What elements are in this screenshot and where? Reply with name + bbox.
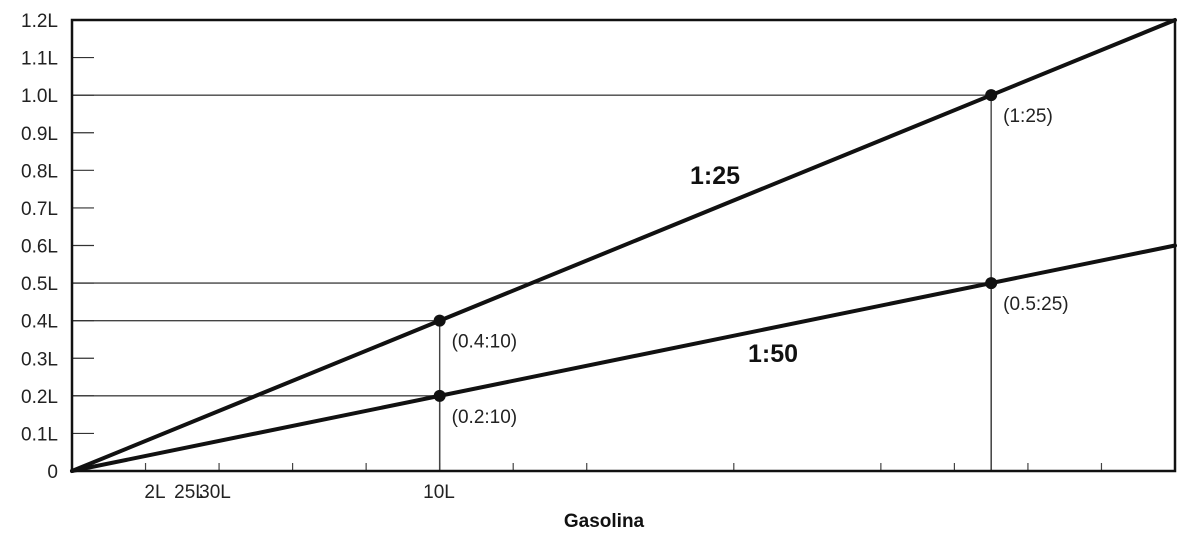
x-axis-title: Gasolina (564, 511, 645, 532)
x-tick-label: 25L (174, 482, 206, 503)
data-points: (0.4:10) (0.2:10) (1:25) (0.5:25) (433, 89, 1069, 428)
y-tick-label: 1.2L (21, 11, 58, 32)
y-tick-label: 0.8L (21, 161, 58, 182)
axis-ticks (72, 56, 1103, 471)
x-tick-label: 30L (199, 482, 231, 503)
data-point-label: (0.5:25) (1003, 294, 1068, 315)
data-point-label: (0.4:10) (452, 332, 517, 353)
series-line-1-50 (70, 243, 1177, 473)
data-point (433, 314, 446, 327)
data-point (433, 389, 446, 402)
y-tick-label: 0 (47, 462, 58, 483)
y-tick-label: 0.6L (21, 237, 58, 258)
y-tick-label: 0.2L (21, 387, 58, 408)
data-point (985, 89, 998, 102)
y-tick-label: 0.3L (21, 349, 58, 370)
data-point-label: (1:25) (1003, 106, 1053, 127)
y-tick-label: 0.7L (21, 199, 58, 220)
y-tick-label: 0.1L (21, 424, 58, 445)
x-tick-label: 2L (144, 482, 165, 503)
series-line-1-25 (70, 18, 1177, 473)
y-tick-label: 1.0L (21, 86, 58, 107)
series-label-1-50: 1:50 (748, 340, 798, 368)
x-tick-label: 10L (423, 482, 455, 503)
series-label-1-25: 1:25 (690, 162, 740, 190)
data-point (985, 277, 998, 290)
y-tick-label: 0.4L (21, 312, 58, 333)
y-tick-label: 0.9L (21, 124, 58, 145)
y-tick-label: 0.5L (21, 274, 58, 295)
data-point-label: (0.2:10) (452, 407, 517, 428)
y-tick-label: 1.1L (21, 49, 58, 70)
y-tick-labels: 0 0.1L 0.2L 0.3L 0.4L 0.5L 0.6L 0.7L 0.8L 0.9L 1.0… (21, 11, 58, 483)
series-lines (70, 18, 1177, 473)
